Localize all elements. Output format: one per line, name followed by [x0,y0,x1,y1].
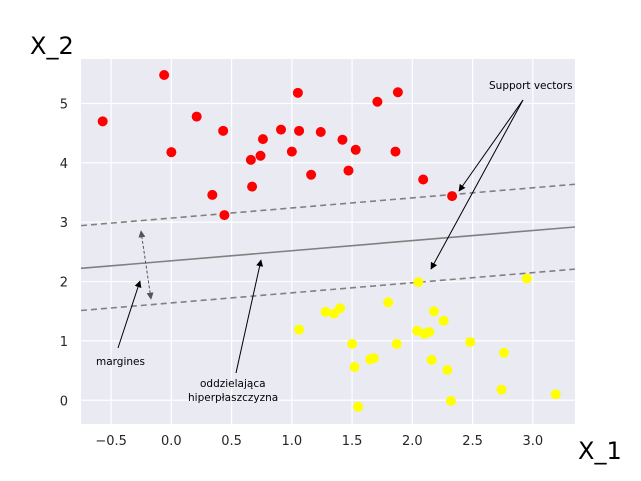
y-axis-label: X_2 [30,32,74,60]
point-s0-9 [255,150,266,161]
x-axis-label: X_1 [578,437,622,465]
x-tick-label: 2.0 [402,434,423,449]
point-s1-23 [521,273,532,284]
margin-line-2 [80,268,576,312]
margin-line-1 [80,183,576,227]
x-tick-label: 3.0 [522,434,543,449]
point-s1-0 [294,324,305,335]
x-tick-label: 0.5 [221,434,242,449]
point-s1-17 [438,315,449,326]
point-s0-8 [247,181,258,192]
point-s0-24 [447,191,458,202]
x-tick-label: −0.5 [95,434,127,449]
point-s0-23 [418,174,429,185]
data-points [97,70,561,412]
point-s0-16 [315,127,326,137]
point-s1-15 [426,354,437,365]
point-s0-1 [159,70,170,81]
point-s0-5 [218,125,229,136]
point-s0-10 [257,134,268,145]
x-tick-label: 0.0 [161,434,182,449]
hyperplane-label-line2: hiperpłaszczyzna [188,392,278,404]
x-tick-labels: −0.5 0.0 0.5 1.0 1.5 2.0 2.5 3.0 [95,434,543,449]
point-s0-21 [390,146,401,157]
margin-width-arrow [138,230,154,300]
support-vector-arrow-upper [458,99,524,192]
y-tick-label: 0 [60,394,68,409]
point-s0-7 [245,154,256,165]
point-s0-3 [191,111,202,122]
point-s1-6 [353,401,364,412]
point-s0-14 [294,125,305,136]
point-s1-16 [429,306,440,317]
point-s0-22 [392,87,403,98]
margins-label: margines [96,356,145,368]
support-vectors-label: Support vectors [489,80,573,92]
point-s1-10 [391,338,402,349]
point-s0-19 [350,144,361,155]
point-s1-12 [413,277,424,288]
point-s0-11 [276,124,287,135]
point-s0-2 [166,147,177,158]
point-s1-19 [445,395,456,406]
point-s1-1 [320,306,331,317]
y-tick-label: 5 [60,98,68,113]
point-s0-12 [286,146,297,157]
y-tick-label: 4 [60,157,68,172]
plot-area [81,59,575,424]
point-s0-15 [306,169,317,180]
annotation-arrows [117,99,524,374]
point-s1-20 [465,337,476,348]
point-s1-14 [424,327,435,338]
margin-arrow [117,280,142,349]
hyperplane-arrow [235,259,264,374]
point-s0-4 [207,189,218,200]
point-s1-8 [368,353,379,364]
x-tick-label: 1.0 [282,434,303,449]
x-tick-label: 1.5 [342,434,363,449]
y-tick-labels: 0 1 2 3 4 5 [60,98,68,410]
point-s1-5 [349,362,360,373]
point-s1-9 [383,297,394,308]
decision-lines [80,183,576,312]
point-s0-18 [343,165,354,176]
point-s0-0 [97,116,108,127]
point-s1-4 [347,338,358,349]
x-tick-label: 2.5 [462,434,483,449]
point-s1-24 [550,389,561,400]
hyperplane-line [80,226,576,270]
point-s0-20 [372,96,383,107]
point-s1-18 [442,364,453,375]
grid-lines [81,59,575,424]
point-s0-17 [337,134,348,145]
point-s0-13 [292,87,303,98]
y-tick-label: 2 [60,276,68,291]
y-tick-label: 1 [60,335,68,350]
hyperplane-label-line1: oddzielająca [200,378,266,390]
point-s1-21 [496,384,507,395]
point-s1-22 [498,347,509,358]
point-s0-6 [219,210,230,221]
y-tick-label: 3 [60,216,68,231]
point-s1-3 [335,303,346,314]
support-vector-arrow-lower [430,99,524,270]
